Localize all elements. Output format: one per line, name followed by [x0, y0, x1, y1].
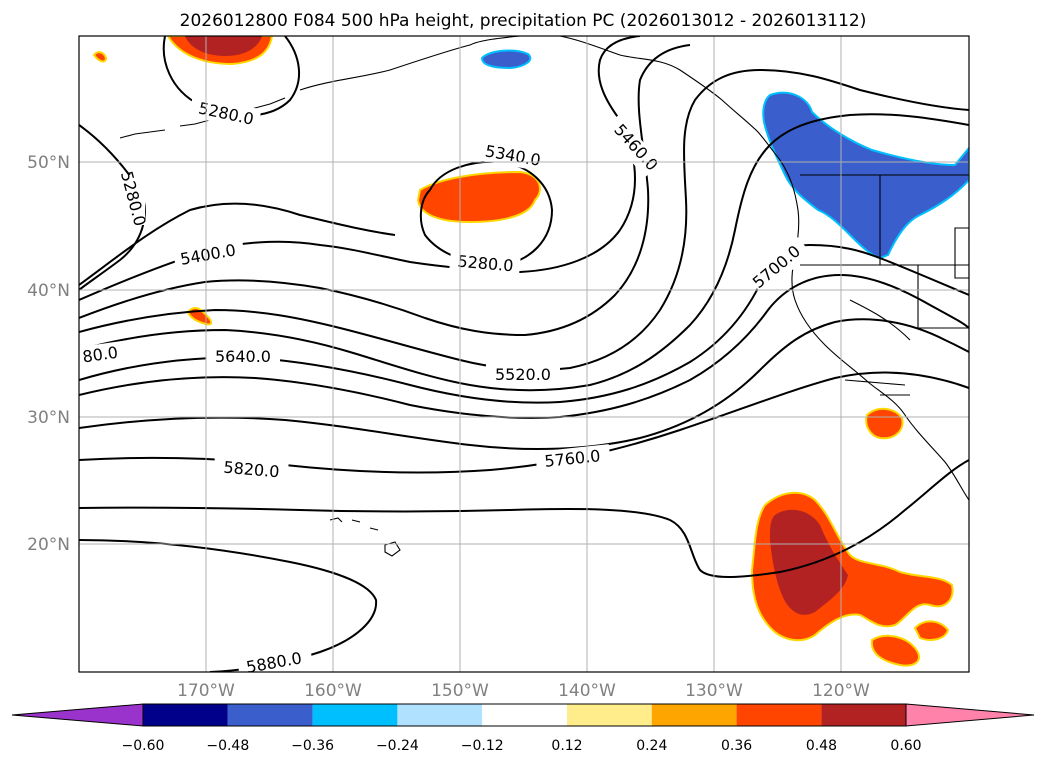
colorbar-extend-low: [11, 703, 144, 727]
height-contours: [79, 36, 969, 672]
precip-positive-area: [913, 620, 950, 641]
coastline-alaska: [299, 36, 781, 161]
precip-positive-area: [865, 407, 904, 440]
colorbar-swatch: [736, 704, 822, 726]
contour-label: 5820.0: [223, 458, 280, 482]
precip-positive-area: [92, 51, 108, 63]
colorbar-swatch: [567, 704, 652, 726]
precip-positive-area: [416, 170, 541, 224]
colorbar-swatch: [143, 704, 228, 726]
colorbar-tick-label: −0.24: [376, 738, 419, 754]
lon-tick-label: 150°W: [431, 681, 489, 701]
lon-tick-label: 170°W: [177, 681, 235, 701]
lat-tick-label: 40°N: [27, 281, 70, 301]
colorbar-tick-label: 0.48: [806, 738, 837, 754]
lon-tick-label: 140°W: [558, 681, 616, 701]
figure-title: 2026012800 F084 500 hPa height, precipit…: [180, 11, 867, 31]
coastline-west-america: [779, 159, 969, 501]
colorbar-swatch: [651, 704, 737, 726]
lon-tick-label: 160°W: [304, 681, 362, 701]
colorbar-tick-label: −0.48: [206, 738, 249, 754]
precip-negative-area: [480, 49, 532, 70]
colorbar-swatch: [821, 704, 907, 726]
contour-label: 5280.0: [457, 252, 514, 276]
colorbar-tick-label: −0.36: [291, 738, 334, 754]
colorbar-swatch: [397, 704, 483, 726]
gridlines: [79, 36, 969, 672]
lon-tick-label: 120°W: [812, 681, 870, 701]
precip-positive-area: [870, 634, 920, 667]
contour-label: 5640.0: [215, 347, 271, 366]
colorbar-tick-label: 0.36: [721, 738, 752, 754]
contour-label: 5520.0: [495, 365, 551, 384]
lat-tick-label: 20°N: [27, 535, 70, 555]
colorbar-tick-label: 0.60: [890, 738, 921, 754]
precip-positive-area: [770, 509, 848, 615]
colorbar-swatch: [227, 704, 313, 726]
colorbar-tick-label: 0.24: [636, 738, 667, 754]
colorbar-swatch: [312, 704, 398, 726]
lon-tick-label: 130°W: [685, 681, 743, 701]
precip-shading: 5280.0 5280.0 5340.0 5460.0 5400.0 5280.…: [79, 36, 969, 672]
colorbar-tick-label: −0.60: [122, 738, 165, 754]
lat-tick-label: 30°N: [27, 408, 70, 428]
colorbar: −0.60 −0.48 −0.36 −0.24 −0.12 0.12 0.24 …: [11, 703, 1035, 754]
contour-label: 80.0: [81, 343, 119, 367]
colorbar-tick-label: −0.12: [461, 738, 504, 754]
colorbar-swatch: [482, 704, 567, 726]
map-panel: 5280.0 5280.0 5340.0 5460.0 5400.0 5280.…: [27, 35, 970, 701]
colorbar-extend-high: [905, 703, 1035, 727]
lat-tick-label: 50°N: [27, 153, 70, 173]
colorbar-tick-label: 0.12: [551, 738, 582, 754]
precip-positive-area: [185, 36, 262, 56]
map-frame: [78, 35, 970, 673]
coastline-hawaii: [329, 517, 401, 557]
